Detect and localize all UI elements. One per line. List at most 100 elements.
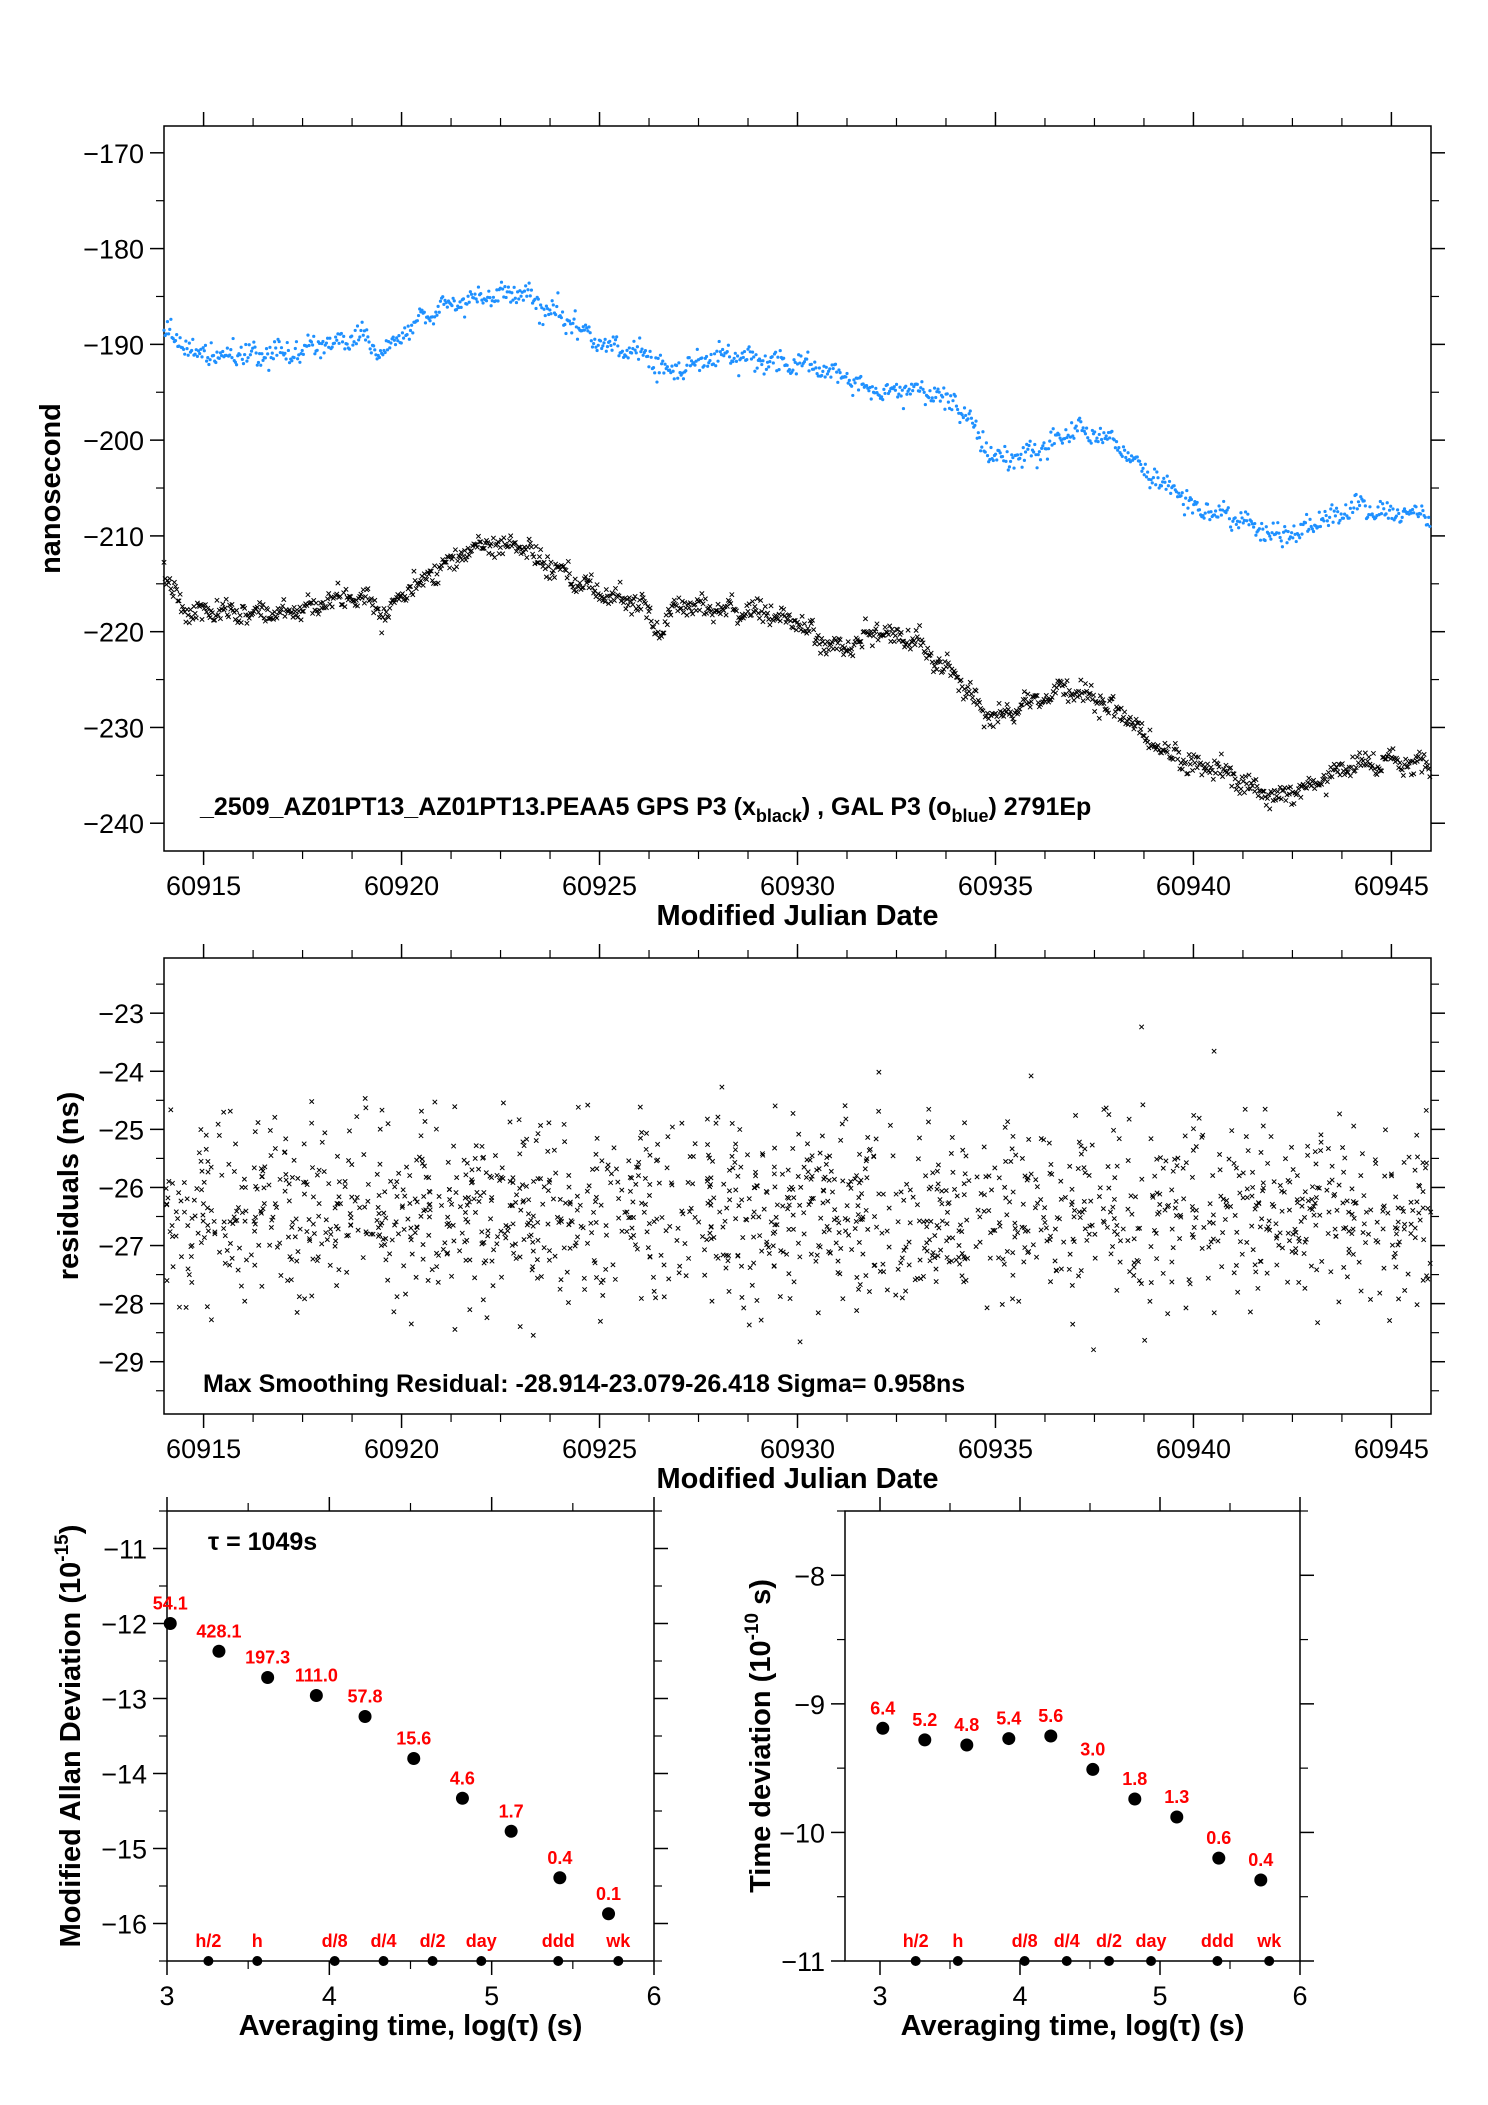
- residual-point: [866, 1289, 873, 1295]
- gps-point: [821, 647, 827, 653]
- residual-point: [349, 1162, 355, 1168]
- gps-point: [169, 590, 175, 596]
- gal-point: [1033, 442, 1037, 447]
- residual-point: [732, 1147, 739, 1153]
- gal-point: [752, 355, 756, 359]
- residual-point: [344, 1269, 350, 1275]
- gal-point: [885, 383, 889, 387]
- gps-point: [546, 563, 552, 570]
- residual-point: [414, 1199, 420, 1205]
- gal-point: [663, 362, 667, 366]
- residual-point: [946, 1200, 952, 1206]
- residual-point: [309, 1293, 315, 1299]
- gps-point: [1101, 700, 1107, 706]
- gps-point: [1172, 740, 1178, 746]
- gps-point: [1331, 761, 1337, 767]
- residual-point: [1358, 1288, 1364, 1294]
- residual-point: [1359, 1151, 1365, 1157]
- gal-point: [1331, 520, 1335, 524]
- residual-point: [165, 1195, 171, 1201]
- gal-point: [869, 397, 873, 401]
- gal-point: [816, 374, 820, 378]
- residual-point: [227, 1108, 233, 1114]
- residual-point: [342, 1183, 348, 1190]
- gal-point: [202, 349, 206, 353]
- residual-point: [513, 1255, 519, 1262]
- gps-point: [1267, 806, 1273, 812]
- gps-point: [895, 627, 901, 633]
- gal-point: [181, 347, 186, 351]
- residual-point: [551, 1147, 557, 1153]
- gal-point: [1291, 536, 1295, 540]
- residual-point: [821, 1176, 827, 1182]
- gal-point: [1180, 491, 1184, 495]
- residual-point: [1299, 1196, 1305, 1202]
- gal-point: [1121, 445, 1126, 449]
- residual-point: [598, 1202, 604, 1208]
- residual-point: [517, 1151, 523, 1157]
- gal-point: [1120, 454, 1124, 459]
- residual-point: [1180, 1165, 1186, 1171]
- residual-point: [1015, 1230, 1021, 1236]
- residual-point: [1273, 1221, 1279, 1227]
- residual-point: [378, 1243, 384, 1249]
- residual-point: [766, 1250, 772, 1256]
- residual-point: [1243, 1134, 1249, 1140]
- gal-point: [1022, 458, 1027, 462]
- residual-point: [287, 1254, 293, 1260]
- residual-point: [1160, 1270, 1166, 1276]
- gal-point: [835, 370, 839, 374]
- gps-point: [687, 600, 693, 606]
- residual-point: [545, 1188, 551, 1194]
- gps-point: [955, 674, 961, 681]
- residual-point: [876, 1191, 882, 1197]
- residual-point: [507, 1203, 513, 1209]
- gal-point: [601, 344, 605, 348]
- residual-point: [258, 1166, 264, 1172]
- residual-point: [1298, 1218, 1304, 1225]
- residual-point: [840, 1296, 846, 1302]
- gal-point: [721, 347, 725, 352]
- gal-point: [813, 360, 817, 364]
- residual-point: [1187, 1281, 1193, 1287]
- gps-point: [994, 714, 1000, 720]
- plot-frame: [844, 1510, 1301, 1962]
- gal-point: [560, 310, 565, 314]
- residual-point: [255, 1119, 261, 1126]
- residual-point: [242, 1298, 248, 1304]
- gps-point: [1253, 776, 1259, 783]
- gal-point: [171, 337, 175, 341]
- point-label: 1.8: [1122, 1769, 1147, 1789]
- gal-point: [503, 284, 507, 289]
- gps-point: [172, 583, 179, 590]
- gal-point: [260, 352, 264, 356]
- residual-point: [1229, 1128, 1235, 1134]
- gps-point: [542, 566, 548, 572]
- residual-point: [242, 1218, 248, 1224]
- x-tick-label: 60915: [166, 1434, 241, 1464]
- residual-point: [624, 1228, 630, 1235]
- gps-point: [1254, 783, 1260, 789]
- residual-point: [1172, 1156, 1178, 1162]
- gal-point: [1329, 507, 1333, 511]
- gal-point: [1010, 453, 1014, 457]
- time-marker-label: ddd: [542, 1931, 575, 1951]
- residual-point: [377, 1161, 383, 1167]
- residual-point: [1092, 1255, 1098, 1261]
- gal-point: [287, 361, 292, 365]
- residual-point: [1038, 1136, 1044, 1142]
- residual-point: [251, 1218, 257, 1224]
- residual-point: [656, 1180, 662, 1186]
- gps-point: [1176, 749, 1182, 755]
- gal-point: [1165, 474, 1169, 478]
- gps-point: [265, 607, 271, 613]
- residual-point: [1305, 1152, 1311, 1158]
- gal-point: [387, 340, 391, 344]
- residual-point: [567, 1199, 573, 1205]
- residual-point: [323, 1217, 329, 1223]
- residual-point: [750, 1214, 756, 1220]
- residual-point: [1302, 1239, 1308, 1245]
- gps-point: [1345, 769, 1351, 775]
- gps-point: [728, 600, 734, 607]
- gal-point: [1174, 490, 1179, 494]
